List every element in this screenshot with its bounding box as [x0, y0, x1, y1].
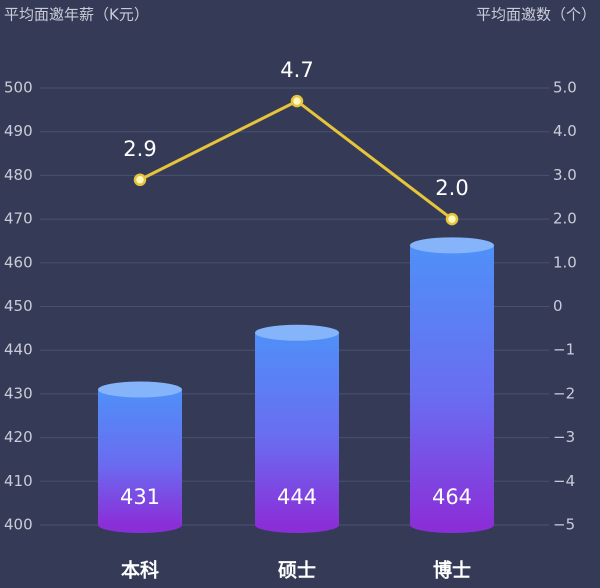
y2-tick-label: −4: [553, 472, 575, 490]
bar: [98, 389, 182, 525]
y2-tick-label: 5.0: [553, 79, 577, 97]
y-tick-label: 450: [4, 297, 33, 315]
x-tick-label: 硕士: [278, 560, 316, 582]
line-value-label: 2.9: [123, 137, 156, 161]
bar: [255, 332, 339, 525]
y-tick-label: 420: [4, 428, 33, 446]
x-tick-label: 博士: [433, 559, 471, 582]
y2-tick-label: 1.0: [553, 253, 577, 271]
line-value-label: 4.7: [280, 58, 313, 82]
bar-top: [410, 237, 494, 254]
y2-tick-label: −3: [553, 428, 575, 446]
bar-value-label: 464: [432, 485, 472, 509]
y-axis-title: 平均面邀年薪（K元）: [4, 6, 149, 24]
y2-tick-label: 3.0: [553, 166, 577, 184]
y-tick-label: 430: [4, 384, 33, 402]
y2-tick-label: −2: [553, 384, 575, 402]
y2-tick-label: 2.0: [553, 210, 577, 228]
x-tick-label: 本科: [121, 559, 159, 582]
y-tick-label: 490: [4, 122, 33, 140]
y2-tick-label: 0: [553, 297, 563, 315]
y-tick-label: 410: [4, 472, 33, 490]
bar-top: [255, 324, 339, 341]
line-point: [445, 212, 459, 226]
y-tick-label: 440: [4, 341, 33, 359]
y2-tick-label: −5: [553, 516, 575, 534]
y2-tick-label: −1: [553, 341, 575, 359]
y-tick-label: 460: [4, 253, 33, 271]
y-tick-label: 400: [4, 516, 33, 534]
y-tick-label: 480: [4, 166, 33, 184]
line-point: [290, 94, 304, 108]
bar: [410, 245, 494, 525]
line-value-label: 2.0: [435, 176, 468, 200]
bar-value-label: 431: [120, 485, 160, 509]
y-tick-label: 500: [4, 79, 33, 97]
bar-value-label: 444: [277, 485, 317, 509]
y2-tick-label: 4.0: [553, 122, 577, 140]
y2-axis-title: 平均面邀数（个）: [476, 6, 596, 24]
y-tick-label: 470: [4, 210, 33, 228]
line-point: [133, 173, 147, 187]
bar-top: [98, 381, 182, 398]
